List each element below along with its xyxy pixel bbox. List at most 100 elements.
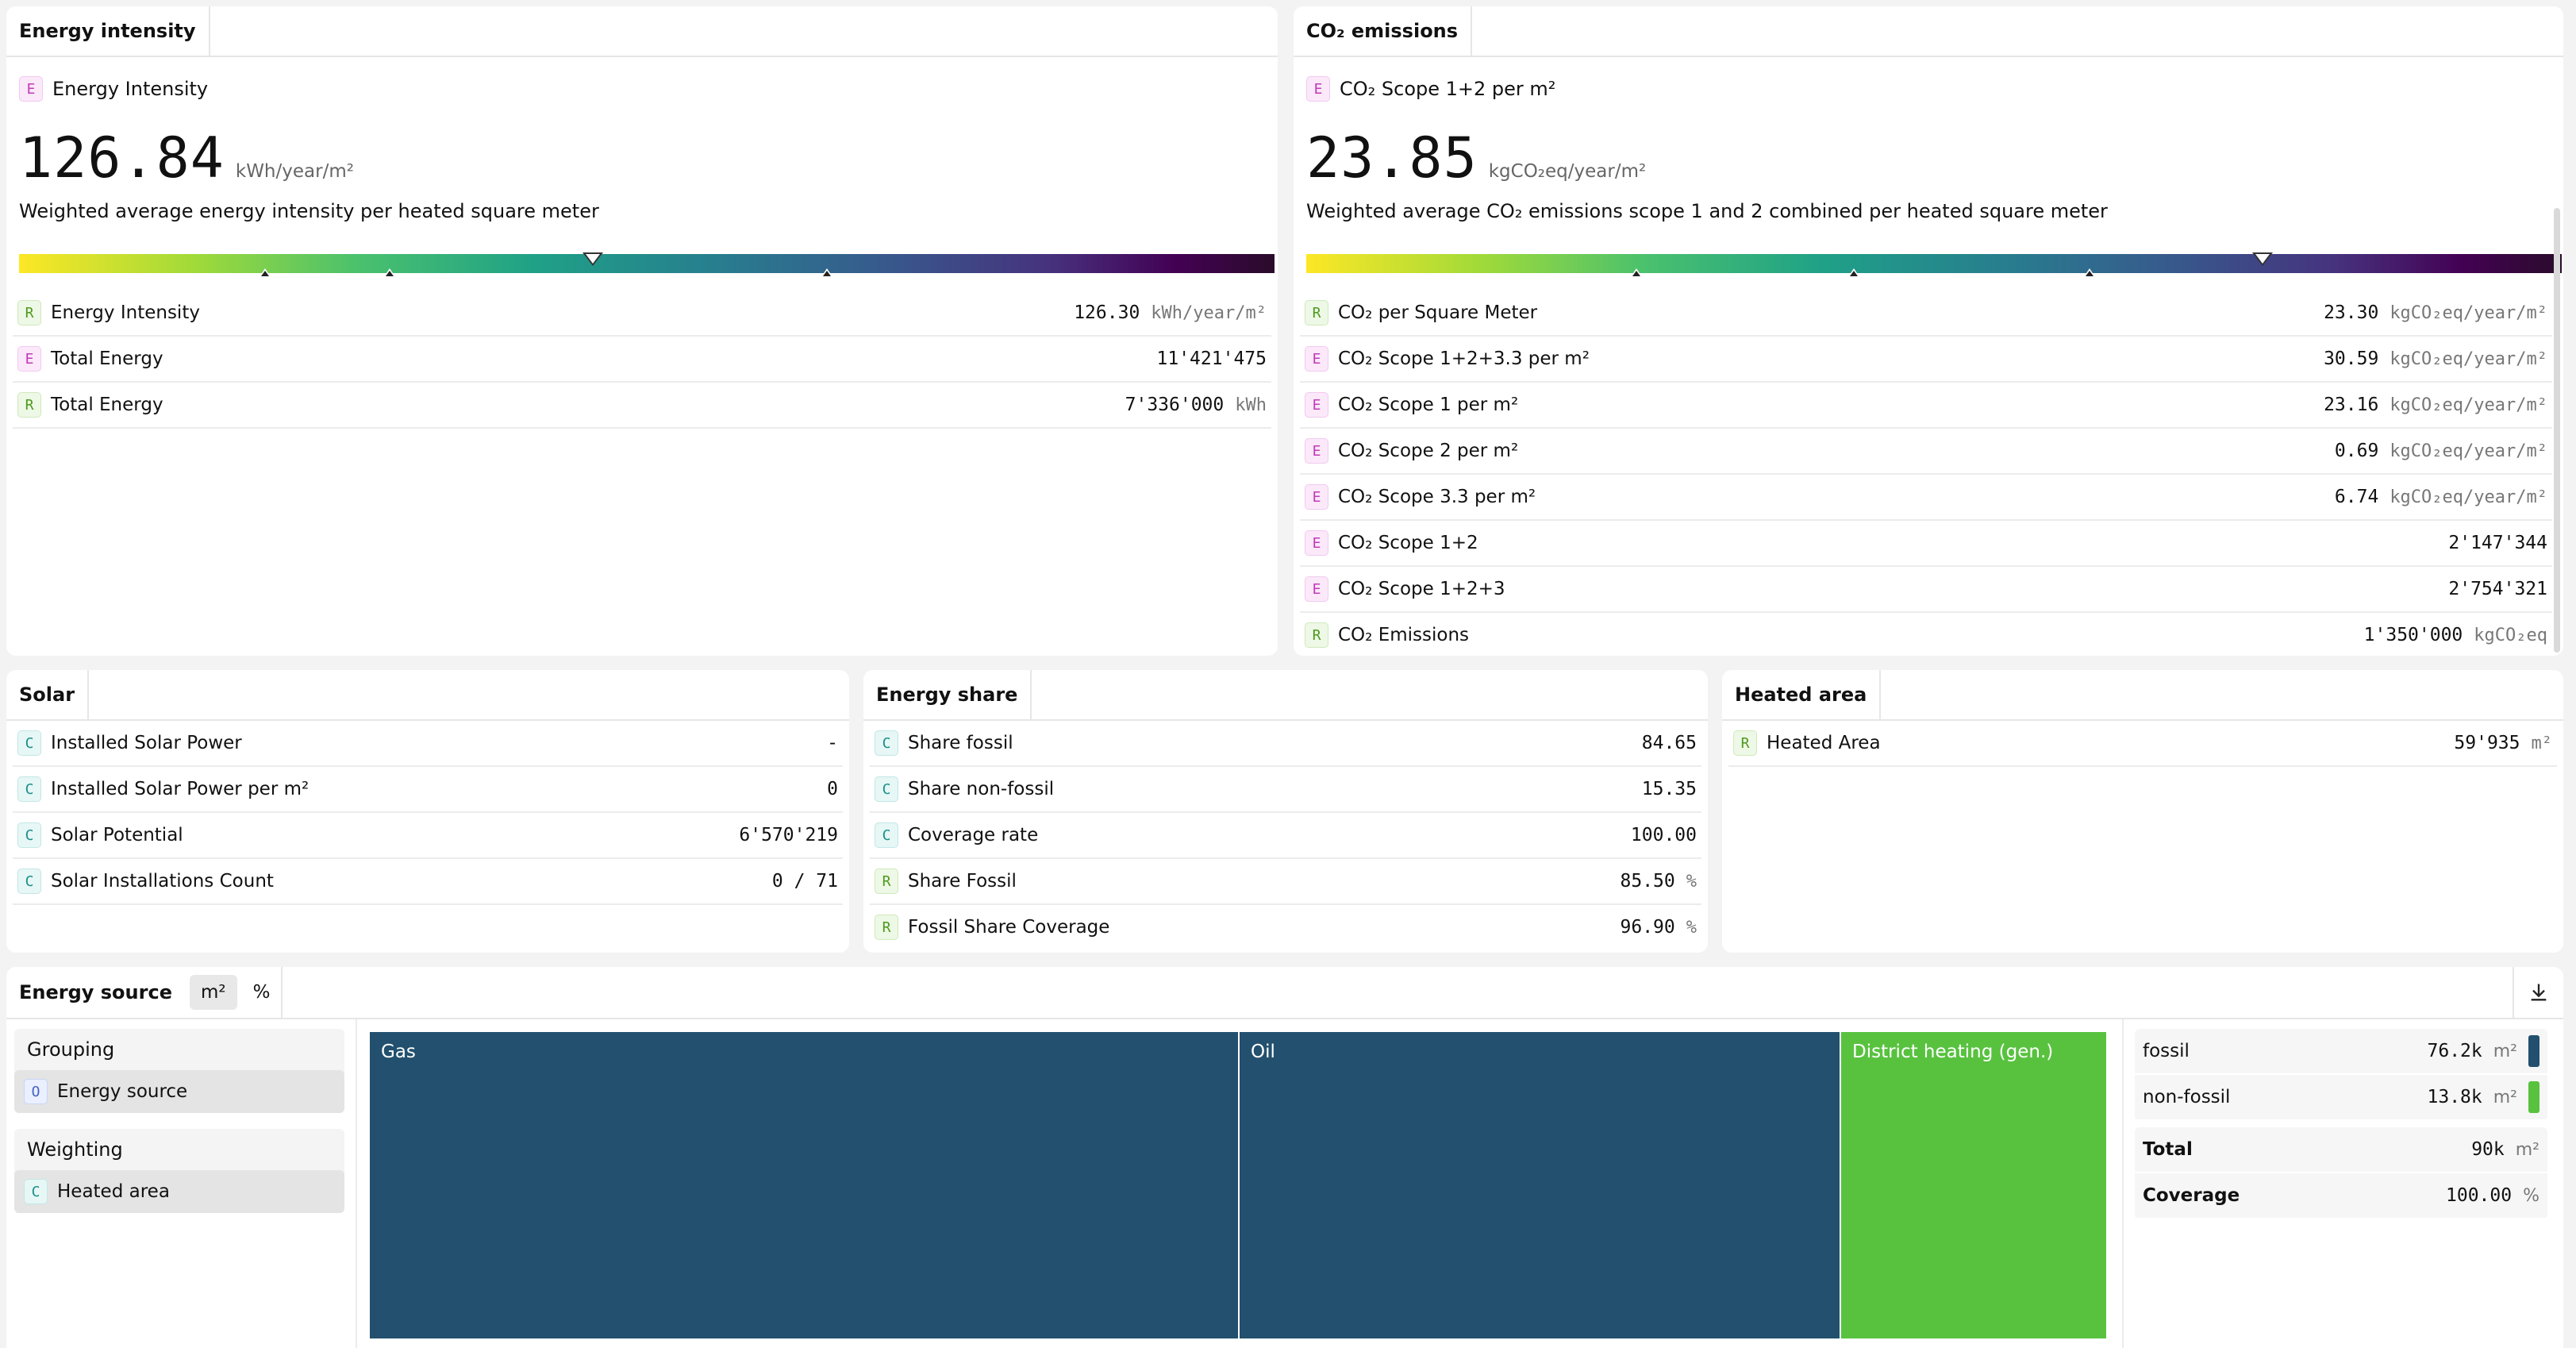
legend-label: non-fossil bbox=[2143, 1087, 2231, 1107]
type-badge: E bbox=[19, 76, 43, 102]
panel-header: Energy source m² % bbox=[6, 967, 2563, 1019]
metric-value: 2'147'344 bbox=[2448, 533, 2547, 553]
metric-row: C Share fossil 84.65 bbox=[870, 721, 1701, 767]
kpi-value-block: 23.85 kgCO₂eq/year/m² bbox=[1306, 125, 1646, 191]
kpi-unit: kgCO₂eq/year/m² bbox=[1488, 161, 1647, 182]
metric-value: 59'935 bbox=[2454, 733, 2520, 753]
metric-value: 96.90 bbox=[1620, 917, 1675, 938]
scrollbar[interactable] bbox=[2554, 208, 2560, 653]
coverage-value: 100.00 bbox=[2446, 1185, 2513, 1206]
legend-item[interactable]: fossil 76.2k m² bbox=[2135, 1029, 2547, 1075]
metric-label: CO₂ per Square Meter bbox=[1338, 302, 1538, 323]
treemap-label: District heating (gen.) bbox=[1852, 1042, 2054, 1062]
treemap-legend: fossil 76.2k m² non-fossil 13.8k m² Tota… bbox=[2122, 1019, 2563, 1348]
metric-value: 23.30 bbox=[2324, 302, 2379, 323]
type-badge: E bbox=[1305, 484, 1328, 510]
grouping-selector[interactable]: O Energy source bbox=[14, 1070, 344, 1113]
type-badge: C bbox=[17, 822, 41, 848]
metric-unit: kgCO₂eq/year/m² bbox=[2390, 395, 2547, 415]
download-button[interactable] bbox=[2513, 967, 2563, 1018]
legend-swatch bbox=[2528, 1035, 2539, 1067]
energy-intensity-panel: Energy intensity E Energy Intensity 126.… bbox=[6, 6, 1278, 656]
metric-value: 1'350'000 bbox=[2363, 625, 2463, 645]
tab-solar[interactable]: Solar bbox=[6, 670, 90, 719]
treemap-tile-gas[interactable]: Gas bbox=[370, 1032, 1238, 1338]
metric-label: CO₂ Scope 1 per m² bbox=[1338, 395, 1519, 415]
scale-tick bbox=[1847, 268, 1860, 278]
kpi-value-block: 126.84 kWh/year/m² bbox=[19, 125, 354, 191]
treemap-label: Oil bbox=[1251, 1042, 1275, 1062]
kpi-value: 23.85 bbox=[1306, 125, 1478, 191]
grouping-sidebar: Grouping O Energy source Weighting C Hea… bbox=[6, 1019, 357, 1348]
metric-row: R Heated Area 59'935 m² bbox=[1728, 721, 2557, 767]
treemap-tile-oil[interactable]: Oil bbox=[1240, 1032, 1840, 1338]
tab-energy-share[interactable]: Energy share bbox=[863, 670, 1032, 719]
total-unit: m² bbox=[2515, 1139, 2539, 1160]
tab-co2-emissions[interactable]: CO₂ emissions bbox=[1294, 6, 1473, 56]
energy-share-panel: Energy share C Share fossil 84.65 C Shar… bbox=[863, 670, 1708, 953]
value-marker bbox=[2252, 252, 2273, 266]
metric-label: CO₂ Scope 3.3 per m² bbox=[1338, 487, 1536, 507]
type-badge: E bbox=[1305, 438, 1328, 464]
type-badge: R bbox=[1733, 730, 1757, 756]
metric-value: 23.16 bbox=[2324, 395, 2379, 415]
metric-label: Solar Installations Count bbox=[51, 871, 274, 892]
coverage-label: Coverage bbox=[2143, 1185, 2240, 1206]
type-badge: C bbox=[875, 730, 898, 756]
metric-row: R Fossil Share Coverage 96.90 % bbox=[870, 905, 1701, 949]
metric-row: E CO₂ Scope 1+2+3 2'754'321 bbox=[1300, 567, 2552, 613]
metric-unit: m² bbox=[2531, 733, 2553, 753]
metric-label: CO₂ Scope 1+2+3.3 per m² bbox=[1338, 349, 1590, 369]
metric-label: CO₂ Emissions bbox=[1338, 625, 1470, 645]
scale-tick bbox=[383, 268, 396, 278]
unit-toggle-m2[interactable]: m² bbox=[189, 975, 237, 1010]
scale-tick bbox=[259, 268, 271, 278]
metric-row: R Total Energy 7'336'000 kWh bbox=[13, 383, 1271, 429]
treemap-tile-district-heating[interactable]: District heating (gen.) bbox=[1841, 1032, 2106, 1338]
metric-value: 2'754'321 bbox=[2448, 579, 2547, 599]
tab-energy-intensity[interactable]: Energy intensity bbox=[6, 6, 210, 56]
kpi-description: Weighted average energy intensity per he… bbox=[19, 200, 599, 222]
solar-panel: Solar C Installed Solar Power - C Instal… bbox=[6, 670, 849, 953]
weighting-heading: Weighting bbox=[27, 1138, 123, 1161]
legend-unit: m² bbox=[2493, 1087, 2517, 1107]
metric-unit: kgCO₂eq/year/m² bbox=[2390, 302, 2547, 323]
metric-value: 15.35 bbox=[1641, 779, 1697, 799]
legend-unit: m² bbox=[2493, 1041, 2517, 1061]
metric-unit: kWh/year/m² bbox=[1151, 302, 1267, 323]
metric-row: E CO₂ Scope 1+2 2'147'344 bbox=[1300, 521, 2552, 567]
metric-unit: % bbox=[1686, 871, 1697, 892]
metric-label: Installed Solar Power bbox=[51, 733, 242, 753]
metric-label: Heated Area bbox=[1767, 733, 1881, 753]
type-badge: R bbox=[875, 868, 898, 894]
unit-toggle-percent[interactable]: % bbox=[242, 967, 283, 1018]
scale-tick bbox=[1630, 268, 1643, 278]
total-row: Total 90k m² bbox=[2135, 1127, 2547, 1173]
type-badge: C bbox=[875, 776, 898, 802]
kpi-title: E CO₂ Scope 1+2 per m² bbox=[1306, 76, 1555, 102]
tab-energy-source[interactable]: Energy source bbox=[19, 981, 172, 1003]
legend-item[interactable]: non-fossil 13.8k m² bbox=[2135, 1075, 2547, 1121]
metric-label: CO₂ Scope 1+2+3 bbox=[1338, 579, 1505, 599]
grouping-value: Energy source bbox=[57, 1081, 188, 1102]
panel-header: CO₂ emissions bbox=[1294, 6, 2563, 57]
kpi-unit: kWh/year/m² bbox=[235, 161, 354, 182]
metric-unit: kgCO₂eq/year/m² bbox=[2390, 487, 2547, 507]
metric-value: 11'421'475 bbox=[1156, 349, 1267, 369]
type-badge: E bbox=[17, 346, 41, 372]
metric-value: 30.59 bbox=[2324, 349, 2379, 369]
kpi-title-label: Energy Intensity bbox=[52, 78, 209, 100]
type-badge: C bbox=[17, 730, 41, 756]
tab-heated-area[interactable]: Heated area bbox=[1722, 670, 1882, 719]
type-badge: E bbox=[1305, 530, 1328, 556]
grouping-section: Grouping O Energy source bbox=[14, 1029, 344, 1113]
coverage-row: Coverage 100.00 % bbox=[2135, 1173, 2547, 1219]
kpi-title: E Energy Intensity bbox=[19, 76, 208, 102]
metric-value: 6'570'219 bbox=[739, 825, 838, 845]
scale-tick bbox=[2083, 268, 2096, 278]
heated-area-panel: Heated area R Heated Area 59'935 m² bbox=[1722, 670, 2563, 953]
download-icon bbox=[2531, 984, 2547, 1001]
metric-value: 84.65 bbox=[1641, 733, 1697, 753]
co2-emissions-panel: CO₂ emissions E CO₂ Scope 1+2 per m² 23.… bbox=[1294, 6, 2563, 656]
weighting-selector[interactable]: C Heated area bbox=[14, 1170, 344, 1213]
